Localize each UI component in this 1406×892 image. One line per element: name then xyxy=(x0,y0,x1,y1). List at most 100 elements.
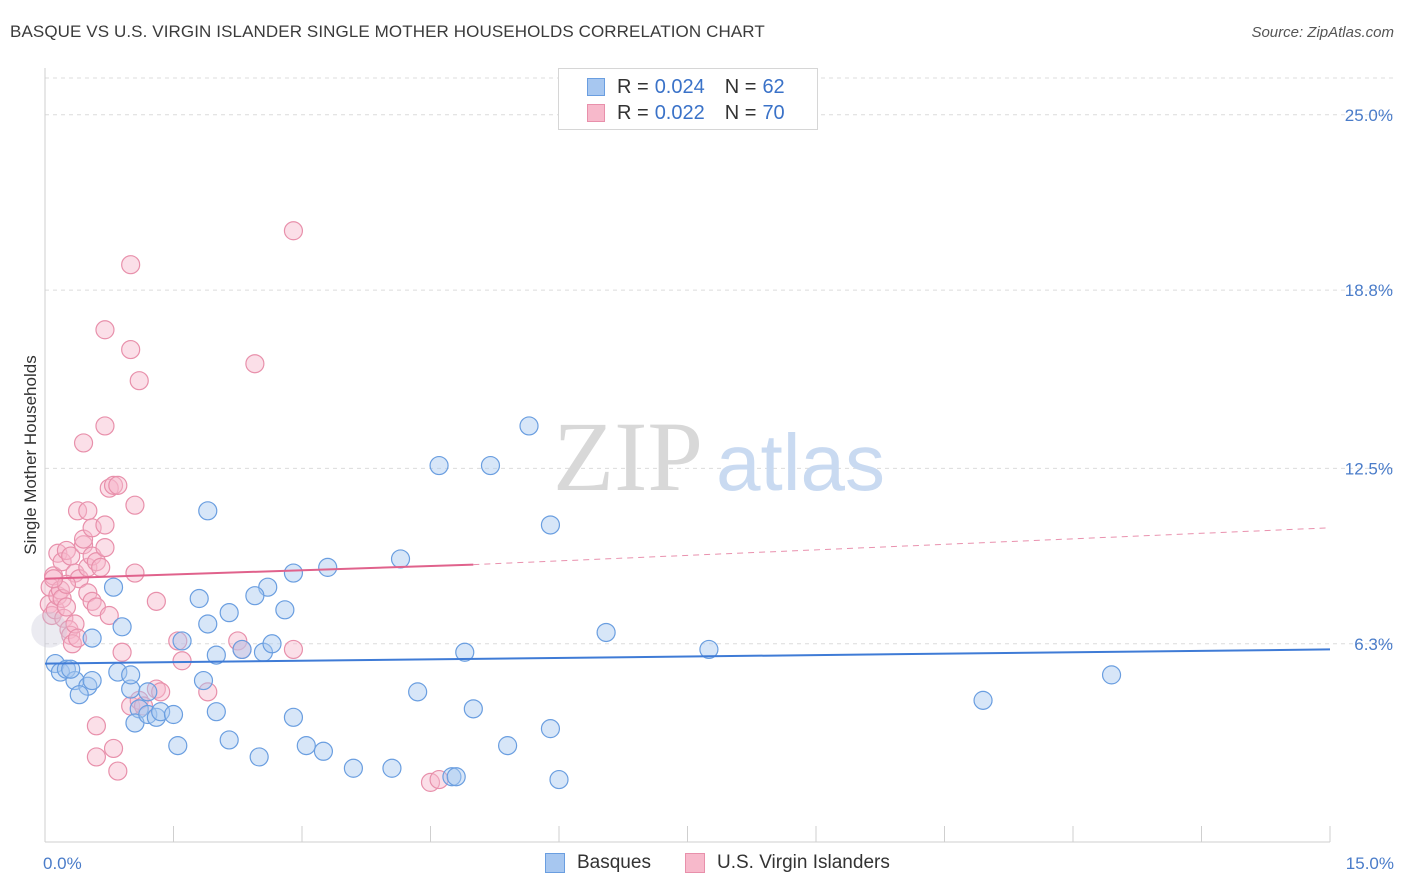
legend-swatch-basques xyxy=(545,853,565,873)
point-basques xyxy=(163,704,184,725)
point-virgin-islanders xyxy=(245,354,265,374)
axis-labels: 6.3% 12.5% 18.8% 25.0% 0.0% 15.0% Single Mothe… xyxy=(21,106,1394,873)
legend-swatch-basques xyxy=(587,78,605,96)
point-basques xyxy=(168,736,188,756)
point-basques xyxy=(112,617,132,637)
legend-row-virgin-islanders: R = 0.022 N = 70 xyxy=(587,101,785,125)
y-tick-label: 25.0% xyxy=(1345,106,1393,125)
point-virgin-islanders xyxy=(198,682,218,702)
legend-r-label: R = xyxy=(617,75,649,98)
legend-item-virgin-islanders: U.S. Virgin Islanders xyxy=(685,852,890,874)
legend-swatch-virgin-islanders xyxy=(587,104,605,122)
point-virgin-islanders xyxy=(103,475,124,495)
y-tick-label: 12.5% xyxy=(1345,459,1393,478)
point-basques xyxy=(198,614,218,634)
point-basques xyxy=(429,455,449,476)
point-basques xyxy=(245,586,265,606)
point-virgin-islanders xyxy=(121,339,141,360)
chart-title: BASQUE VS U.S. VIRGIN ISLANDER SINGLE MO… xyxy=(10,22,765,41)
point-basques xyxy=(540,719,561,739)
point-virgin-islanders xyxy=(67,628,88,648)
point-virgin-islanders xyxy=(67,501,88,521)
legend-label-basques: Basques xyxy=(577,852,651,873)
point-virgin-islanders xyxy=(42,605,62,626)
legend-n-label: N = xyxy=(724,101,757,124)
stats-legend: R = 0.024 N = 62 R = 0.022 N = 70 xyxy=(558,68,818,130)
legend-item-basques: Basques xyxy=(545,852,651,874)
point-virgin-islanders xyxy=(125,563,145,583)
point-basques xyxy=(193,670,214,691)
trend-lines xyxy=(44,527,1331,665)
point-virgin-islanders xyxy=(78,501,98,521)
y-tick-label: 18.8% xyxy=(1345,281,1393,300)
axes xyxy=(44,68,1331,843)
point-virgin-islanders xyxy=(112,642,132,662)
point-basques xyxy=(206,702,226,722)
point-basques xyxy=(296,736,316,756)
watermark-atlas: atlas xyxy=(716,418,885,507)
point-virgin-islanders xyxy=(86,747,107,767)
point-basques xyxy=(249,747,269,767)
point-basques xyxy=(318,557,338,577)
trend-virgin-islanders xyxy=(44,563,474,580)
point-virgin-islanders xyxy=(54,608,74,628)
point-basques xyxy=(275,600,295,620)
point-virgin-islanders xyxy=(146,591,166,611)
point-basques xyxy=(283,563,304,583)
legend-n-value: 70 xyxy=(762,101,785,124)
point-virgin-islanders xyxy=(95,537,115,558)
point-basques xyxy=(69,685,89,705)
trend-virgin-islanders-extension xyxy=(473,527,1331,566)
point-basques xyxy=(138,682,158,702)
point-virgin-islanders xyxy=(108,475,128,495)
point-virgin-islanders xyxy=(99,605,119,626)
legend-swatch-virgin-islanders xyxy=(685,853,705,873)
legend-r-label: R = xyxy=(617,101,649,124)
legend-row-basques: R = 0.024 N = 62 xyxy=(587,75,785,99)
point-virgin-islanders xyxy=(86,716,107,736)
point-virgin-islanders xyxy=(103,738,124,759)
point-virgin-islanders xyxy=(121,255,141,275)
point-basques xyxy=(382,758,402,778)
point-basques xyxy=(313,741,334,761)
point-basques xyxy=(262,634,282,654)
point-virgin-islanders xyxy=(91,557,111,577)
x-tick-label: 0.0% xyxy=(43,854,82,873)
point-basques xyxy=(498,736,518,756)
point-basques xyxy=(61,659,81,679)
point-virgin-islanders xyxy=(283,639,304,660)
point-basques xyxy=(198,501,218,521)
y-axis-label: Single Mother Households xyxy=(21,355,40,554)
point-basques xyxy=(973,690,993,710)
point-virgin-islanders xyxy=(172,651,192,671)
point-basques xyxy=(519,416,539,436)
point-virgin-islanders xyxy=(62,634,83,654)
point-cluster xyxy=(31,611,68,648)
point-basques xyxy=(82,628,102,648)
point-basques xyxy=(82,670,102,691)
trend-basques xyxy=(44,648,1331,665)
legend-n-label: N = xyxy=(724,75,757,98)
point-basques xyxy=(596,622,616,643)
point-virgin-islanders xyxy=(56,597,77,617)
y-tick-label: 6.3% xyxy=(1354,635,1393,654)
point-virgin-islanders xyxy=(283,221,304,241)
point-virgin-islanders xyxy=(65,614,85,634)
series-legend: Basques U.S. Virgin Islanders xyxy=(0,852,1406,878)
point-virgin-islanders xyxy=(125,495,145,515)
legend-label-virgin-islanders: U.S. Virgin Islanders xyxy=(717,852,890,873)
point-basques xyxy=(390,549,411,569)
point-virgin-islanders xyxy=(95,515,115,535)
point-basques xyxy=(343,758,363,778)
point-basques xyxy=(219,603,239,623)
point-basques xyxy=(283,707,304,727)
point-basques xyxy=(408,682,428,702)
point-virgin-islanders xyxy=(73,433,94,453)
point-virgin-islanders xyxy=(95,320,115,340)
point-virgin-islanders xyxy=(95,416,115,436)
point-basques xyxy=(172,631,192,651)
point-basques xyxy=(206,645,226,665)
source-label: Source: ZipAtlas.com xyxy=(1251,24,1394,41)
point-basques xyxy=(1101,665,1122,685)
